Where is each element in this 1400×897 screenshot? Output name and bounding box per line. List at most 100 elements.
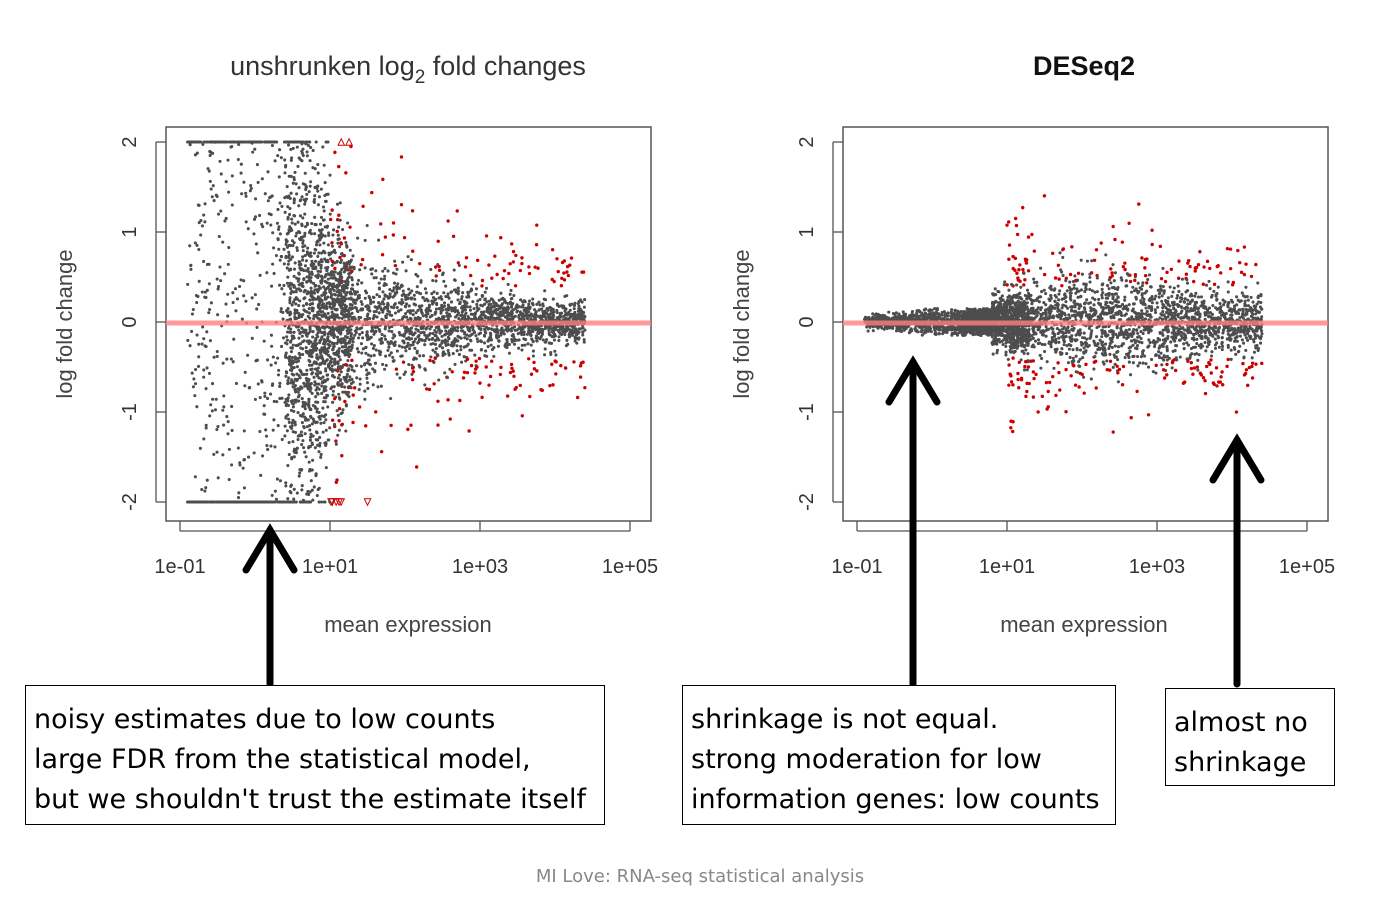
data-point xyxy=(535,339,539,343)
data-point xyxy=(373,325,377,329)
data-point xyxy=(233,287,238,291)
data-point xyxy=(365,223,369,228)
data-point xyxy=(533,265,537,269)
data-point xyxy=(1228,247,1233,251)
data-point xyxy=(286,399,290,403)
data-point xyxy=(303,183,307,187)
data-point xyxy=(1077,385,1081,389)
data-point xyxy=(219,172,223,176)
data-point xyxy=(202,368,206,372)
data-point xyxy=(242,429,246,433)
data-point xyxy=(350,368,354,372)
data-point xyxy=(520,329,524,333)
data-point xyxy=(384,315,388,320)
data-point xyxy=(448,417,452,421)
data-point xyxy=(320,314,325,319)
data-point xyxy=(485,300,489,304)
data-point xyxy=(230,463,234,467)
data-point xyxy=(294,234,298,238)
data-point xyxy=(377,301,381,305)
data-point xyxy=(332,248,336,252)
data-point xyxy=(308,428,312,432)
data-point xyxy=(288,196,292,200)
data-point xyxy=(433,342,438,346)
data-point xyxy=(512,293,516,298)
data-point xyxy=(572,307,576,311)
data-point xyxy=(285,429,289,433)
data-point xyxy=(254,140,258,144)
data-point xyxy=(432,360,436,364)
data-point xyxy=(424,291,428,295)
data-point xyxy=(281,336,286,340)
data-point xyxy=(467,295,471,299)
data-point xyxy=(328,282,333,286)
data-point xyxy=(396,309,401,313)
data-point xyxy=(471,300,475,304)
data-point xyxy=(446,295,450,299)
data-point xyxy=(442,315,446,319)
data-point xyxy=(573,316,577,320)
data-point xyxy=(392,343,396,348)
data-point xyxy=(242,458,246,462)
data-point xyxy=(452,288,456,292)
data-point xyxy=(434,274,438,278)
data-point xyxy=(365,373,369,377)
data-point xyxy=(501,308,505,312)
data-point xyxy=(408,343,413,347)
data-point xyxy=(437,328,441,332)
data-point xyxy=(388,292,392,296)
data-point xyxy=(337,347,341,351)
data-point xyxy=(421,354,426,358)
data-point xyxy=(573,330,578,334)
data-point xyxy=(288,281,292,285)
data-point xyxy=(1160,363,1164,367)
data-point xyxy=(322,400,326,404)
data-point xyxy=(1095,325,1099,330)
data-point xyxy=(355,309,359,313)
data-point xyxy=(324,428,328,432)
data-point xyxy=(416,335,420,339)
data-point xyxy=(457,352,461,357)
data-point xyxy=(285,335,289,339)
data-point xyxy=(1246,383,1250,388)
data-point xyxy=(444,294,448,299)
data-point xyxy=(535,223,539,227)
data-point xyxy=(278,384,282,389)
data-point xyxy=(387,345,391,349)
data-point xyxy=(208,307,212,312)
data-point xyxy=(287,229,292,233)
data-point xyxy=(298,342,303,346)
data-point xyxy=(436,239,440,243)
data-point xyxy=(399,308,403,312)
data-point xyxy=(202,337,206,341)
data-point xyxy=(1145,281,1149,285)
data-point xyxy=(330,418,335,422)
data-point xyxy=(333,362,337,366)
data-point xyxy=(211,382,215,386)
data-point xyxy=(370,267,374,271)
data-point xyxy=(515,305,519,309)
data-point xyxy=(459,348,463,352)
data-point xyxy=(446,219,450,223)
data-point xyxy=(441,351,445,355)
data-point xyxy=(316,357,320,361)
data-point xyxy=(460,317,464,321)
data-point xyxy=(207,169,211,173)
data-point xyxy=(1169,340,1173,344)
data-point xyxy=(351,393,355,397)
data-point xyxy=(457,316,461,321)
data-point xyxy=(529,333,533,337)
data-point xyxy=(314,372,318,376)
data-point xyxy=(305,154,309,158)
data-point xyxy=(377,286,381,290)
data-point xyxy=(187,140,191,144)
data-point xyxy=(216,212,221,216)
data-point xyxy=(341,390,345,394)
data-point xyxy=(387,342,391,346)
data-point xyxy=(197,140,201,144)
data-point xyxy=(501,276,505,281)
data-point xyxy=(1069,374,1073,378)
data-point xyxy=(317,414,322,419)
data-point xyxy=(359,364,363,368)
data-point xyxy=(534,242,539,247)
